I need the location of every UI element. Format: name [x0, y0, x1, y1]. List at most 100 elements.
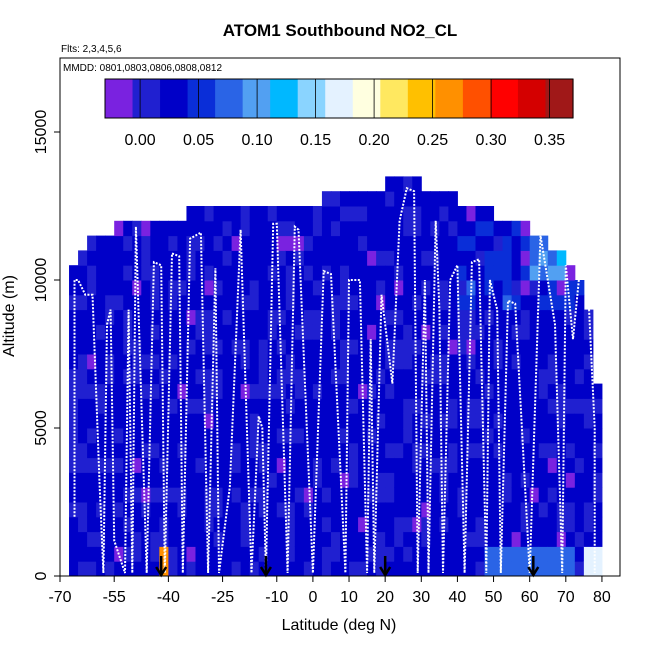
heatmap-cell	[565, 265, 576, 281]
heatmap-cell	[186, 280, 196, 296]
heatmap-cell	[78, 368, 88, 385]
heatmap-cell	[78, 531, 88, 547]
heatmap-cell	[267, 206, 278, 222]
heatmap-cell	[367, 309, 377, 325]
heatmap-cell	[475, 487, 486, 503]
heatmap-cell	[249, 531, 260, 547]
heatmap-cell	[267, 561, 278, 576]
heatmap-cell	[249, 220, 260, 237]
heatmap-cell	[114, 487, 124, 503]
heatmap-cell	[150, 546, 160, 562]
heatmap-cell	[231, 516, 242, 533]
heatmap-cell	[141, 235, 151, 251]
heatmap-cell	[421, 457, 431, 473]
heatmap-cell	[466, 250, 476, 266]
heatmap-cell	[258, 398, 269, 414]
heatmap-cell	[321, 516, 332, 533]
heatmap-cell	[123, 531, 133, 547]
heatmap-cell	[276, 220, 287, 237]
heatmap-cell	[186, 413, 196, 429]
heatmap-cell	[457, 220, 467, 237]
heatmap-cell	[412, 206, 422, 222]
heatmap-cell	[123, 413, 133, 429]
heatmap-cell	[403, 176, 413, 192]
heatmap-cell	[412, 413, 422, 429]
heatmap-cell	[385, 265, 395, 281]
heatmap-cell	[177, 457, 187, 473]
heatmap-cell	[78, 354, 88, 370]
heatmap-cell	[385, 220, 395, 237]
heatmap-cell	[475, 339, 486, 355]
heatmap-cell	[132, 354, 142, 370]
heatmap-cell	[195, 368, 206, 385]
heatmap-cell	[421, 428, 431, 444]
heatmap-cell	[249, 457, 260, 473]
heatmap-cell	[457, 250, 467, 266]
heatmap-cell	[367, 502, 377, 518]
heatmap-cell	[123, 457, 133, 473]
heatmap-cell	[556, 531, 567, 547]
heatmap-cell	[267, 413, 278, 429]
heatmap-cell	[96, 250, 106, 266]
heatmap-cell	[403, 339, 413, 355]
heatmap-cell	[340, 354, 350, 370]
heatmap-cell	[475, 561, 486, 576]
heatmap-cell	[394, 457, 404, 473]
heatmap-cell	[267, 516, 278, 533]
heatmap-cell	[511, 339, 522, 355]
heatmap-cell	[321, 206, 332, 222]
heatmap-cell	[222, 309, 233, 325]
heatmap-cell	[186, 561, 196, 576]
heatmap-cell	[412, 280, 422, 296]
heatmap-cell	[213, 324, 224, 340]
heatmap-cell	[466, 309, 476, 325]
heatmap-cell	[340, 265, 350, 281]
heatmap-cell	[267, 546, 278, 562]
heatmap-cell	[502, 413, 513, 429]
heatmap-cell	[114, 280, 124, 296]
heatmap-cell	[258, 368, 269, 385]
heatmap-cell	[285, 324, 296, 340]
heatmap-cell	[204, 413, 215, 429]
heatmap-cell	[159, 383, 169, 399]
heatmap-cell	[529, 472, 540, 488]
heatmap-cell	[439, 294, 449, 311]
heatmap-cell	[493, 354, 504, 370]
colorbar-segment	[380, 79, 409, 118]
heatmap-cell	[493, 531, 504, 547]
heatmap-cell	[556, 368, 567, 385]
heatmap-cell	[358, 206, 368, 222]
heatmap-cell	[159, 368, 169, 385]
heatmap-cell	[592, 546, 603, 562]
colorbar-segment	[352, 79, 381, 118]
heatmap-cell	[448, 324, 458, 340]
heatmap-cell	[457, 561, 467, 576]
heatmap-cell	[574, 383, 585, 399]
heatmap-cell	[321, 309, 332, 325]
heatmap-cell	[150, 354, 160, 370]
heatmap-cell	[421, 294, 431, 311]
heatmap-cell	[394, 339, 404, 355]
heatmap-cell	[430, 472, 440, 488]
heatmap-cell	[466, 368, 476, 385]
heatmap-cell	[177, 265, 187, 281]
heatmap-cell	[547, 442, 558, 459]
heatmap-cell	[105, 398, 115, 414]
heatmap-cell	[96, 472, 106, 488]
heatmap-cell	[448, 398, 458, 414]
heatmap-cell	[466, 428, 476, 444]
heatmap-cell	[403, 220, 413, 237]
heatmap-cell	[231, 206, 242, 222]
heatmap-cell	[204, 206, 215, 222]
heatmap-cell	[412, 339, 422, 355]
heatmap-cell	[538, 546, 549, 562]
heatmap-cell	[376, 235, 386, 251]
heatmap-cell	[439, 472, 449, 488]
heatmap-cell	[105, 457, 115, 473]
heatmap-cell	[285, 339, 296, 355]
heatmap-cell	[349, 546, 359, 562]
heatmap-cell	[303, 324, 314, 340]
heatmap-cell	[303, 502, 314, 518]
heatmap-cell	[258, 457, 269, 473]
heatmap-cell	[493, 265, 504, 281]
